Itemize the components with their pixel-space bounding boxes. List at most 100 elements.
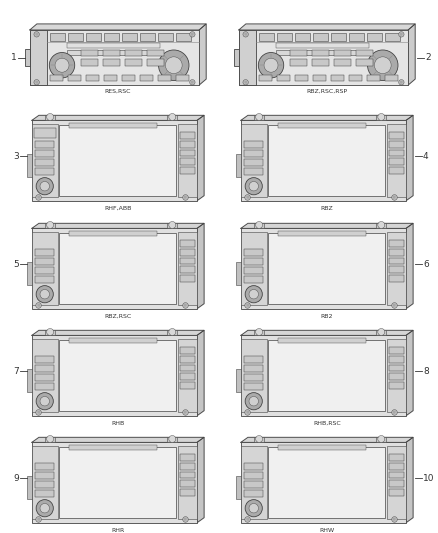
Text: 7: 7 [13,367,19,376]
Bar [35,276,54,283]
Circle shape [183,303,188,308]
Text: 9: 9 [13,474,19,483]
Bar [312,50,328,56]
Bar [389,356,403,362]
Bar [180,167,194,174]
Polygon shape [241,330,413,335]
Bar [104,75,117,81]
Bar [35,150,54,157]
Bar [35,481,54,488]
Bar [69,445,157,449]
Text: RHB,RSC: RHB,RSC [313,421,341,426]
Bar [81,59,98,66]
Bar [278,445,366,449]
Bar [254,115,264,120]
Bar [389,382,403,389]
Text: RBZ,RSC,RSP: RBZ,RSC,RSP [307,89,347,94]
Circle shape [169,328,176,335]
Bar [180,472,194,479]
Circle shape [34,79,39,85]
Circle shape [378,222,385,229]
Bar [389,276,403,282]
Bar [389,167,403,174]
Bar [68,75,81,81]
Bar [244,276,263,283]
Bar [234,49,239,66]
Circle shape [36,516,41,522]
Bar [244,481,263,488]
Bar [387,231,406,305]
Bar [35,472,54,479]
Bar [241,446,267,520]
Bar [385,33,400,41]
Bar [244,356,263,364]
Bar [244,490,263,497]
Bar [102,59,120,66]
Bar [180,150,194,157]
Bar [180,356,194,362]
Bar [178,338,197,413]
Circle shape [36,195,41,200]
Bar [125,50,141,56]
Bar [167,223,177,228]
Bar [35,383,54,390]
Circle shape [249,182,258,191]
Bar [268,340,385,411]
Circle shape [264,58,278,72]
Bar [241,231,267,305]
Bar [180,374,194,381]
Bar [389,374,403,381]
Bar [387,124,406,197]
Bar [389,489,403,496]
Circle shape [245,516,251,522]
Circle shape [40,397,49,406]
Bar [387,338,406,413]
Text: RHW
RHP: RHW RHP [319,528,335,533]
Bar [241,228,406,309]
Circle shape [245,410,251,415]
Circle shape [36,303,41,308]
Circle shape [367,50,398,80]
Bar [147,50,164,56]
Bar [268,447,385,518]
Bar [35,267,54,274]
Bar [45,115,55,120]
Bar [331,33,346,41]
Bar [237,154,241,176]
Bar [69,338,157,343]
Circle shape [34,31,39,37]
Bar [237,369,241,392]
Bar [104,33,119,41]
Text: 1: 1 [11,53,17,62]
Text: 3: 3 [13,152,19,161]
Polygon shape [239,24,415,30]
Bar [259,33,274,41]
Bar [180,132,194,139]
Bar [276,43,369,48]
Bar [180,382,194,389]
Bar [389,257,403,264]
Bar [376,223,386,228]
Circle shape [392,195,397,200]
Bar [35,463,54,471]
Text: RBZ: RBZ [321,206,333,211]
Bar [244,365,263,372]
Bar [277,33,292,41]
Bar [241,338,267,413]
Bar [241,120,406,200]
Circle shape [36,286,53,303]
Circle shape [183,516,188,522]
Circle shape [169,222,176,229]
Bar [241,442,406,523]
Bar [244,159,263,166]
Circle shape [256,435,262,442]
Bar [254,330,264,335]
Bar [295,75,308,81]
Bar [32,228,197,309]
Bar [334,59,350,66]
Bar [35,168,54,175]
Bar [278,231,366,236]
Bar [244,249,263,256]
Bar [180,365,194,372]
Bar [35,490,54,497]
